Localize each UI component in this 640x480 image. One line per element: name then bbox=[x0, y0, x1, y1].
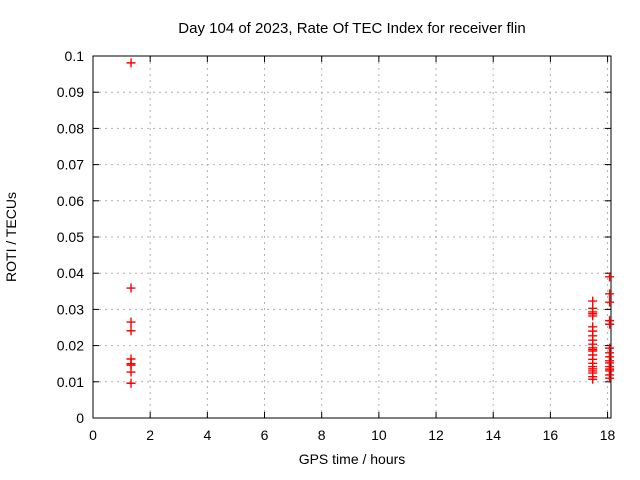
data-point bbox=[588, 311, 598, 321]
x-tick-label: 0 bbox=[89, 427, 97, 443]
x-tick-label: 2 bbox=[146, 427, 154, 443]
y-tick-label: 0.05 bbox=[57, 229, 84, 245]
y-tick-label: 0.07 bbox=[57, 157, 84, 173]
x-tick-label: 8 bbox=[318, 427, 326, 443]
x-tick-label: 6 bbox=[261, 427, 269, 443]
data-point bbox=[605, 373, 615, 383]
data-point bbox=[605, 272, 615, 282]
data-point bbox=[605, 297, 615, 307]
y-tick-label: 0.06 bbox=[57, 193, 84, 209]
x-tick-label: 16 bbox=[543, 427, 559, 443]
y-tick-label: 0.09 bbox=[57, 84, 84, 100]
x-tick-label: 4 bbox=[203, 427, 211, 443]
x-tick-label: 14 bbox=[485, 427, 501, 443]
data-point bbox=[126, 58, 136, 68]
data-point bbox=[605, 319, 615, 329]
x-axis-label: GPS time / hours bbox=[298, 451, 406, 467]
x-tick-label: 10 bbox=[371, 427, 387, 443]
data-point bbox=[126, 326, 136, 336]
data-point bbox=[126, 317, 136, 327]
chart-title: Day 104 of 2023, Rate Of TEC Index for r… bbox=[178, 20, 526, 37]
y-tick-label: 0.04 bbox=[57, 265, 84, 281]
y-tick-label: 0.03 bbox=[57, 301, 84, 317]
data-point bbox=[588, 374, 598, 384]
y-tick-label: 0 bbox=[76, 410, 84, 426]
data-point bbox=[126, 367, 136, 377]
y-tick-label: 0.01 bbox=[57, 374, 84, 390]
y-tick-label: 0.08 bbox=[57, 120, 84, 136]
y-tick-label: 0.02 bbox=[57, 338, 84, 354]
x-tick-label: 18 bbox=[600, 427, 616, 443]
y-tick-label: 0.1 bbox=[65, 48, 85, 64]
data-point bbox=[605, 289, 615, 299]
data-point bbox=[126, 283, 136, 293]
x-tick-label: 12 bbox=[428, 427, 444, 443]
data-point bbox=[126, 378, 136, 388]
